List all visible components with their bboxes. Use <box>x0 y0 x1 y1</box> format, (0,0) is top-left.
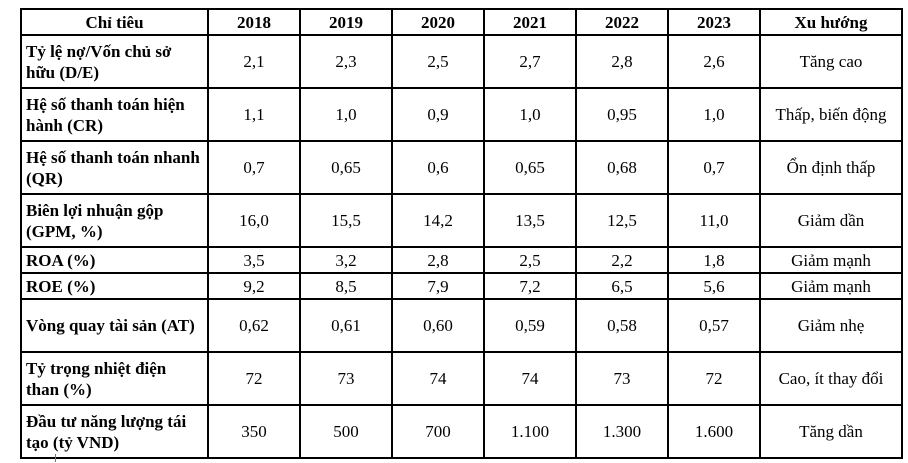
value-cell: 2,3 <box>299 34 393 89</box>
value-cell: 2,2 <box>575 246 669 274</box>
value-cell: 12,5 <box>575 193 669 248</box>
value-cell: 500 <box>299 404 393 459</box>
value-cell: 0,95 <box>575 87 669 142</box>
value-cell: 0,62 <box>207 298 301 353</box>
value-cell: 0,7 <box>207 140 301 195</box>
value-cell: 1,0 <box>483 87 577 142</box>
row-label: Hệ số thanh toán nhanh (QR) <box>20 140 209 195</box>
value-cell: 0,58 <box>575 298 669 353</box>
row-label: Tỷ trọng nhiệt điện than (%) <box>20 351 209 406</box>
trend-cell: Tăng dần <box>759 404 903 459</box>
value-cell: 0,6 <box>391 140 485 195</box>
column-header-2022: 2022 <box>575 8 669 36</box>
value-cell: 1.100 <box>483 404 577 459</box>
value-cell: 0,61 <box>299 298 393 353</box>
column-header-2019: 2019 <box>299 8 393 36</box>
row-label: Tỷ lệ nợ/Vốn chủ sở hữu (D/E) <box>20 34 209 89</box>
value-cell: 2,7 <box>483 34 577 89</box>
value-cell: 7,9 <box>391 272 485 300</box>
value-cell: 15,5 <box>299 193 393 248</box>
row-label: Vòng quay tài sản (AT) <box>20 298 209 353</box>
value-cell: 1,0 <box>667 87 761 142</box>
value-cell: 1,1 <box>207 87 301 142</box>
trend-cell: Giảm mạnh <box>759 246 903 274</box>
table-row-roa: ROA (%) 3,5 3,2 2,8 2,5 2,2 1,8 Giảm mạn… <box>20 246 903 274</box>
value-cell: 9,2 <box>207 272 301 300</box>
value-cell: 2,1 <box>207 34 301 89</box>
column-header-chi-tieu: Chỉ tiêu <box>20 8 209 36</box>
value-cell: 7,2 <box>483 272 577 300</box>
column-header-2023: 2023 <box>667 8 761 36</box>
table-row-gpm: Biên lợi nhuận gộp (GPM, %) 16,0 15,5 14… <box>20 193 903 248</box>
table-row-roe: ROE (%) 9,2 8,5 7,9 7,2 6,5 5,6 Giảm mạn… <box>20 272 903 300</box>
trend-cell: Giảm nhẹ <box>759 298 903 353</box>
table-row-at: Vòng quay tài sản (AT) 0,62 0,61 0,60 0,… <box>20 298 903 353</box>
value-cell: 1,0 <box>299 87 393 142</box>
value-cell: 3,5 <box>207 246 301 274</box>
trend-cell: Ổn định thấp <box>759 140 903 195</box>
value-cell: 5,6 <box>667 272 761 300</box>
value-cell: 0,7 <box>667 140 761 195</box>
header-row: Chỉ tiêu 2018 2019 2020 2021 2022 2023 X… <box>20 8 903 36</box>
row-label: ROE (%) <box>20 272 209 300</box>
table-row-cr: Hệ số thanh toán hiện hành (CR) 1,1 1,0 … <box>20 87 903 142</box>
value-cell: 72 <box>207 351 301 406</box>
value-cell: 2,8 <box>575 34 669 89</box>
financial-ratios-table: Chỉ tiêu 2018 2019 2020 2021 2022 2023 X… <box>20 8 903 459</box>
text-cursor <box>55 454 56 462</box>
table-row-de: Tỷ lệ nợ/Vốn chủ sở hữu (D/E) 2,1 2,3 2,… <box>20 34 903 89</box>
value-cell: 0,59 <box>483 298 577 353</box>
table-row-coal-share: Tỷ trọng nhiệt điện than (%) 72 73 74 74… <box>20 351 903 406</box>
value-cell: 1.300 <box>575 404 669 459</box>
value-cell: 11,0 <box>667 193 761 248</box>
value-cell: 3,2 <box>299 246 393 274</box>
trend-cell: Tăng cao <box>759 34 903 89</box>
row-label: Biên lợi nhuận gộp (GPM, %) <box>20 193 209 248</box>
value-cell: 13,5 <box>483 193 577 248</box>
value-cell: 74 <box>483 351 577 406</box>
value-cell: 1.600 <box>667 404 761 459</box>
value-cell: 0,68 <box>575 140 669 195</box>
value-cell: 16,0 <box>207 193 301 248</box>
value-cell: 73 <box>575 351 669 406</box>
row-label: Đầu tư năng lượng tái tạo (tỷ VND) <box>20 404 209 459</box>
table-row-qr: Hệ số thanh toán nhanh (QR) 0,7 0,65 0,6… <box>20 140 903 195</box>
row-label: Hệ số thanh toán hiện hành (CR) <box>20 87 209 142</box>
value-cell: 8,5 <box>299 272 393 300</box>
trend-cell: Cao, ít thay đổi <box>759 351 903 406</box>
table-row-renewable-investment: Đầu tư năng lượng tái tạo (tỷ VND) 350 5… <box>20 404 903 459</box>
value-cell: 72 <box>667 351 761 406</box>
value-cell: 2,5 <box>483 246 577 274</box>
value-cell: 73 <box>299 351 393 406</box>
value-cell: 1,8 <box>667 246 761 274</box>
value-cell: 74 <box>391 351 485 406</box>
value-cell: 350 <box>207 404 301 459</box>
value-cell: 0,57 <box>667 298 761 353</box>
column-header-2021: 2021 <box>483 8 577 36</box>
trend-cell: Giảm dần <box>759 193 903 248</box>
value-cell: 0,65 <box>483 140 577 195</box>
value-cell: 2,8 <box>391 246 485 274</box>
value-cell: 0,60 <box>391 298 485 353</box>
trend-cell: Thấp, biến động <box>759 87 903 142</box>
row-label: ROA (%) <box>20 246 209 274</box>
value-cell: 6,5 <box>575 272 669 300</box>
value-cell: 2,5 <box>391 34 485 89</box>
value-cell: 0,65 <box>299 140 393 195</box>
column-header-xu-huong: Xu hướng <box>759 8 903 36</box>
value-cell: 0,9 <box>391 87 485 142</box>
value-cell: 700 <box>391 404 485 459</box>
column-header-2020: 2020 <box>391 8 485 36</box>
column-header-2018: 2018 <box>207 8 301 36</box>
value-cell: 2,6 <box>667 34 761 89</box>
value-cell: 14,2 <box>391 193 485 248</box>
trend-cell: Giảm mạnh <box>759 272 903 300</box>
